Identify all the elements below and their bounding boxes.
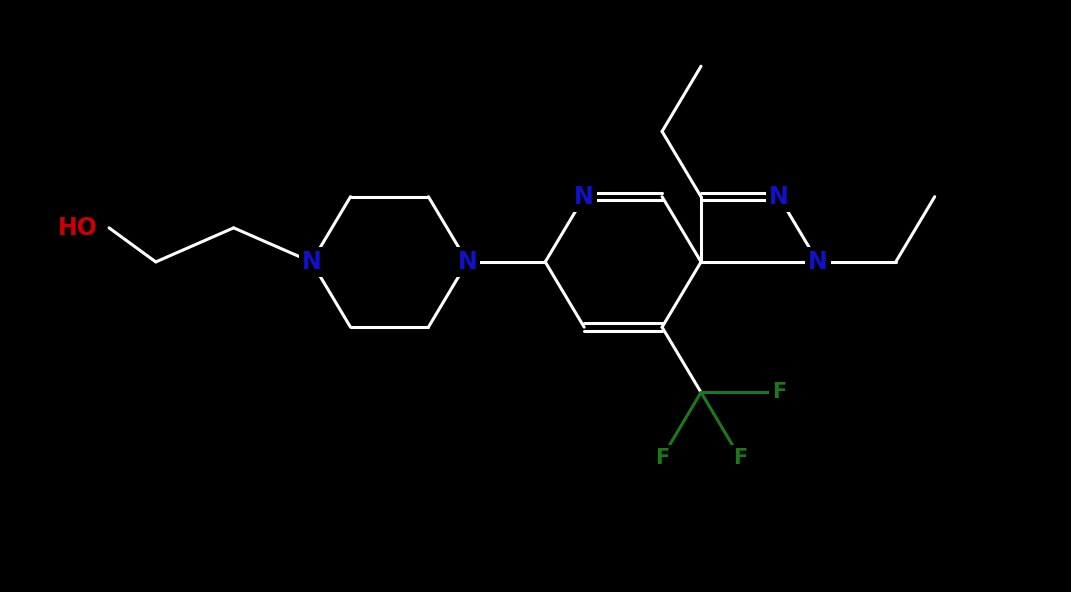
Text: N: N: [769, 185, 788, 209]
Text: F: F: [772, 382, 786, 403]
Text: F: F: [733, 448, 748, 468]
Text: N: N: [302, 250, 321, 274]
Text: F: F: [655, 448, 669, 468]
Text: N: N: [808, 250, 828, 274]
Text: N: N: [457, 250, 478, 274]
Text: N: N: [574, 185, 594, 209]
Text: HO: HO: [58, 216, 97, 240]
